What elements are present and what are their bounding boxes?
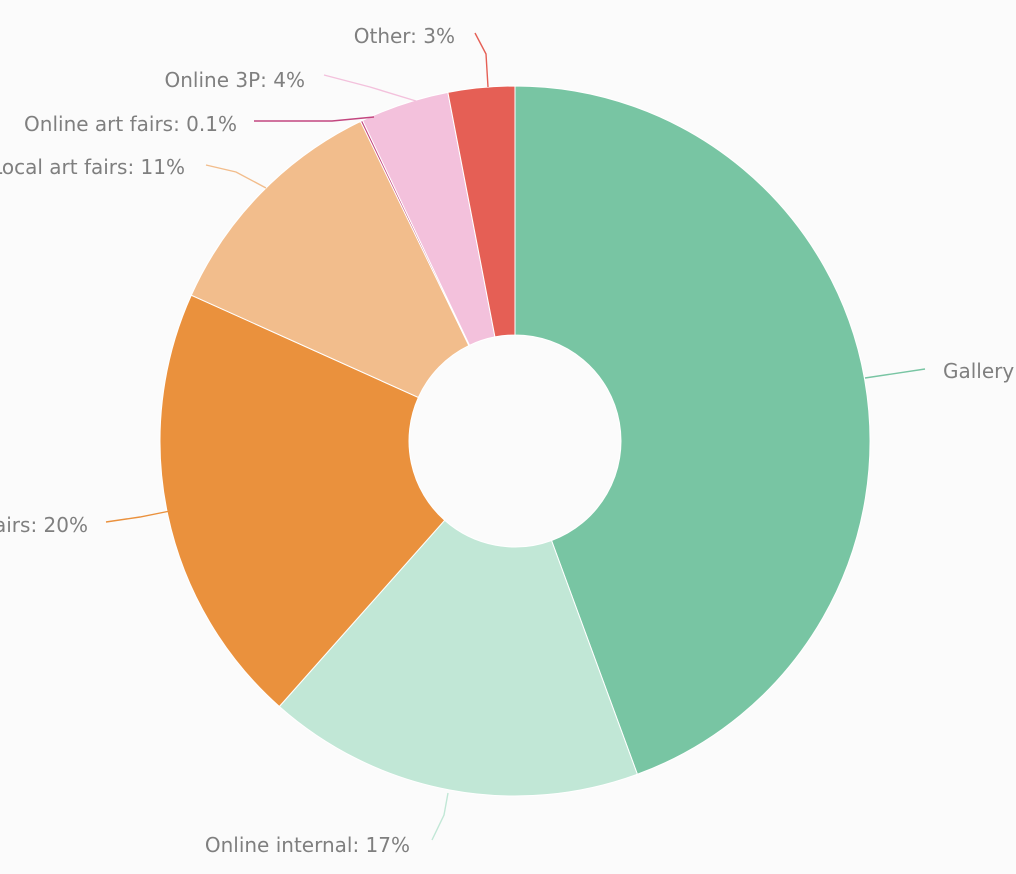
slice-label-local-art-fairs: Local art fairs: 11% (0, 155, 185, 179)
slice-label-online-3p: Online 3P: 4% (165, 68, 305, 92)
leader-line-online-internal (431, 792, 449, 841)
slice-label-online-internal: Online internal: 17% (205, 833, 410, 857)
slice-other (447, 85, 516, 338)
slice-label-gallery: Gallery (943, 359, 1014, 383)
slice-gallery (514, 85, 871, 775)
leader-line-gallery (864, 368, 926, 379)
leader-lines-layer (105, 32, 926, 841)
leader-line-online-art-fairs (254, 116, 375, 122)
leader-line-online-3p (323, 74, 417, 102)
slice-local-art-fairs (190, 120, 470, 399)
slice-label-online-art-fairs: Online art fairs: 0.1% (24, 112, 237, 136)
leader-line-local-art-fairs (205, 164, 267, 189)
slices-layer (159, 85, 871, 797)
leader-line-other (474, 32, 489, 88)
slice-label-fairs: airs: 20% (0, 513, 88, 537)
slice-label-other: Other: 3% (354, 24, 455, 48)
slice-online-internal (278, 519, 639, 797)
slice-fairs (159, 294, 446, 708)
leader-line-fairs (105, 510, 171, 523)
labels-layer: Gallery Online internal: 17% airs: 20% Loca… (0, 24, 1014, 857)
